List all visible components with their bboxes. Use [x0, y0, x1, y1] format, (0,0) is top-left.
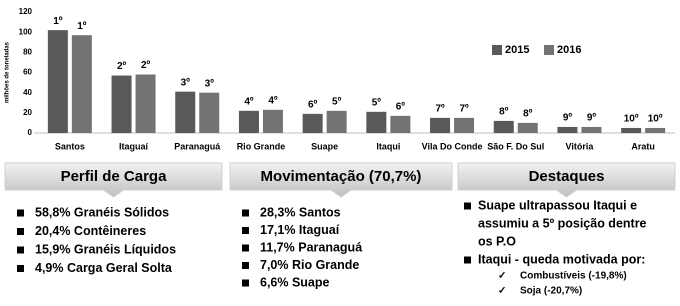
data-label: 1º — [77, 21, 87, 32]
data-label: 4º — [244, 96, 254, 107]
x-tick-label: Vila Do Conde — [422, 141, 483, 151]
panel-item: 6,6% Suape — [260, 275, 330, 289]
x-tick-label: Rio Grande — [237, 141, 286, 151]
y-tick-label: 80 — [23, 47, 32, 56]
bar — [302, 113, 323, 133]
bar — [175, 91, 196, 133]
bullet — [17, 246, 24, 254]
data-label: 5º — [332, 96, 342, 107]
data-label: 10º — [648, 114, 663, 125]
x-tick-label: Vitória — [566, 141, 595, 151]
panel-item: 20,4% Contêineres — [35, 224, 146, 238]
y-tick-label: 100 — [19, 27, 33, 36]
bar — [581, 126, 602, 133]
bullet — [242, 227, 249, 234]
y-tick-label: 0 — [28, 128, 33, 137]
data-label: 10º — [624, 114, 639, 125]
y-axis-label: milhões de toneladas — [5, 41, 11, 103]
panel-title: Movimentação (70,7%) — [261, 168, 422, 185]
y-tick-label: 40 — [23, 88, 32, 97]
x-tick-label: Itaqui — [376, 141, 400, 151]
y-tick-label: 120 — [19, 7, 33, 16]
panel-item: Itaqui - queda motivada por: — [478, 252, 645, 266]
panel-title: Perfil de Carga — [61, 168, 168, 185]
check: ✓ — [498, 286, 506, 297]
panel-item: assumiu a 5º posição dentre — [478, 216, 647, 230]
bar — [366, 111, 387, 133]
panel-item: 15,9% Granéis Líquidos — [35, 242, 176, 256]
data-label: 6º — [396, 101, 406, 112]
data-label: 5º — [372, 97, 382, 108]
x-tick-label: Paranaguá — [174, 141, 221, 151]
bar — [326, 110, 347, 133]
data-label: 6º — [308, 99, 318, 110]
bar — [135, 74, 156, 133]
bar — [493, 120, 514, 133]
bullet — [242, 262, 249, 269]
data-label: 7º — [459, 104, 469, 115]
panel-item: 4,9% Carga Geral Solta — [35, 261, 173, 275]
data-label: 2º — [117, 61, 127, 72]
panel-header — [229, 162, 453, 198]
panel-item: Suape ultrapassou Itaqui e — [478, 198, 637, 212]
data-label: 3º — [205, 78, 215, 89]
bar — [47, 30, 68, 133]
data-label: 3º — [181, 77, 191, 88]
y-tick-label: 60 — [23, 68, 32, 77]
bullet — [242, 244, 249, 252]
data-label: 1º — [53, 16, 63, 27]
bar — [262, 109, 283, 133]
x-tick-label: Itaguaí — [119, 141, 149, 151]
x-tick-label: São F. Do Sul — [487, 141, 544, 151]
bar — [430, 117, 451, 133]
panel-item: 28,3% Santos — [260, 205, 341, 219]
data-label: 8º — [523, 109, 533, 120]
legend-label: 2016 — [557, 44, 581, 56]
bar — [645, 127, 666, 133]
bar — [71, 35, 92, 133]
panel-item: 7,0% Rio Grande — [260, 258, 359, 272]
panel-item: 58,8% Granéis Sólidos — [35, 205, 169, 219]
x-tick-label: Santos — [55, 141, 85, 151]
bar — [621, 127, 642, 133]
bar — [454, 117, 475, 133]
legend-swatch — [492, 45, 502, 55]
bullet — [17, 228, 24, 235]
y-tick-label: 20 — [23, 108, 32, 117]
bar — [390, 115, 411, 133]
panel-header — [4, 162, 223, 198]
data-label: 8º — [499, 107, 509, 118]
bullet — [464, 202, 471, 210]
data-label: 2º — [141, 60, 151, 71]
legend-swatch — [544, 45, 554, 55]
data-label: 4º — [268, 95, 278, 106]
data-label: 7º — [435, 104, 445, 115]
bar — [557, 126, 578, 133]
bar — [517, 122, 538, 133]
check: ✓ — [498, 271, 506, 282]
panel-subitem: Combustíveis (-19,8%) — [520, 271, 627, 282]
x-tick-label: Suape — [311, 141, 338, 151]
data-label: 9º — [563, 113, 573, 124]
bullet — [17, 209, 24, 217]
bullet — [242, 279, 249, 287]
panel-subitem: Soja (-20,7%) — [520, 286, 582, 297]
data-label: 9º — [587, 113, 597, 124]
x-tick-label: Aratu — [631, 141, 655, 151]
panel-header — [457, 162, 676, 198]
panel-item: 17,1% Itaguaí — [260, 223, 340, 237]
legend-label: 2015 — [505, 44, 529, 56]
bullet — [464, 256, 471, 264]
bullet — [242, 209, 249, 217]
bar — [238, 110, 259, 133]
bar — [199, 92, 220, 133]
panel-title: Destaques — [529, 168, 605, 185]
bar — [111, 75, 132, 133]
panel-item: os P.O — [478, 234, 516, 248]
bullet — [17, 265, 24, 272]
panel-item: 11,7% Paranaguá — [260, 240, 362, 254]
